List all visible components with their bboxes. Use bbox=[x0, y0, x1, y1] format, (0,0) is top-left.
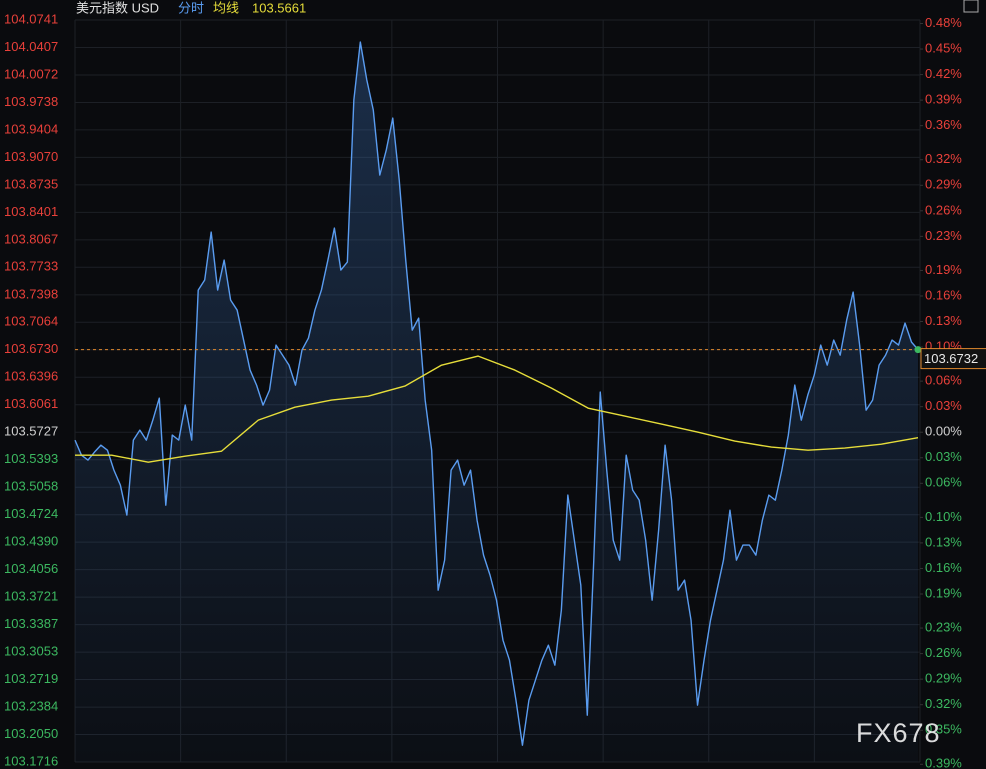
y-tick-label: 103.2719 bbox=[4, 671, 58, 686]
y-tick-label: 104.0741 bbox=[4, 11, 58, 26]
y2-tick-label: 0.32% bbox=[925, 151, 962, 166]
y-tick-label: 103.9070 bbox=[4, 149, 58, 164]
plot bbox=[74, 41, 922, 762]
y-tick-label: 103.1716 bbox=[4, 753, 58, 768]
y-tick-label: 103.5058 bbox=[4, 479, 58, 494]
price-area bbox=[75, 42, 918, 762]
y-tick-label: 104.0407 bbox=[4, 39, 58, 54]
y-tick-label: 103.7398 bbox=[4, 286, 58, 301]
y2-tick-label: 0.19% bbox=[925, 585, 962, 600]
last-price-label: 103.6732 bbox=[924, 351, 978, 366]
y2-tick-label: 0.45% bbox=[925, 40, 962, 55]
last-price-dot bbox=[914, 346, 922, 354]
y2-tick-label: 0.29% bbox=[925, 177, 962, 192]
y-tick-label: 103.2384 bbox=[4, 699, 58, 714]
y2-tick-label: 0.03% bbox=[925, 398, 962, 413]
y2-tick-label: 0.29% bbox=[925, 671, 962, 686]
y2-tick-label: 0.35% bbox=[925, 722, 962, 737]
y2-tick-label: 0.23% bbox=[925, 619, 962, 634]
y-tick-label: 103.8401 bbox=[4, 204, 58, 219]
chart-title: 美元指数 USD bbox=[76, 0, 159, 15]
y-tick-label: 103.6730 bbox=[4, 341, 58, 356]
y2-tick-label: 0.26% bbox=[925, 202, 962, 217]
y2-tick-label: 0.19% bbox=[925, 262, 962, 277]
price-line bbox=[74, 41, 919, 746]
y-tick-label: 103.3387 bbox=[4, 616, 58, 631]
y-tick-label: 103.4724 bbox=[4, 506, 58, 521]
y2-tick-label: 0.39% bbox=[925, 756, 962, 769]
legend-entry: 分时 bbox=[178, 0, 204, 15]
watermark: FX678 bbox=[856, 718, 941, 748]
last-price-box bbox=[920, 348, 986, 370]
y2-tick-label: 0.03% bbox=[925, 449, 962, 464]
y-tick-label: 103.5727 bbox=[4, 424, 58, 439]
y2-tick-label: 0.10% bbox=[925, 509, 962, 524]
y-tick-label: 103.4390 bbox=[4, 534, 58, 549]
y2-tick-label: 0.32% bbox=[925, 696, 962, 711]
y2-tick-label: 0.36% bbox=[925, 117, 962, 132]
y2-tick-label: 0.16% bbox=[925, 287, 962, 302]
y2-tick-label: 0.16% bbox=[925, 560, 962, 575]
y-tick-label: 104.0072 bbox=[4, 66, 58, 81]
y-tick-label: 103.9404 bbox=[4, 121, 58, 136]
y2-tick-label: 0.26% bbox=[925, 645, 962, 660]
y-tick-label: 103.7064 bbox=[4, 314, 58, 329]
y2-tick-label: 0.06% bbox=[925, 475, 962, 490]
y2-tick-label: 0.23% bbox=[925, 228, 962, 243]
y-tick-label: 103.6396 bbox=[4, 369, 58, 384]
y2-tick-label: 0.13% bbox=[925, 313, 962, 328]
y-tick-label: 103.4056 bbox=[4, 561, 58, 576]
y-tick-label: 103.6061 bbox=[4, 396, 58, 411]
y-tick-label: 103.3721 bbox=[4, 589, 58, 604]
y2-tick-label: 0.13% bbox=[925, 534, 962, 549]
y2-tick-label: 0.39% bbox=[925, 92, 962, 107]
legend-entry: 均线 bbox=[213, 0, 239, 15]
y-tick-label: 103.8735 bbox=[4, 176, 58, 191]
y2-tick-label: 0.00% bbox=[925, 424, 962, 439]
labels: 104.0741 104.0407 104.0072 103.9738 103.9404… bbox=[4, 11, 986, 769]
y-tick-label: 103.7733 bbox=[4, 259, 58, 274]
y-tick-label: 103.8067 bbox=[4, 231, 58, 246]
y-tick-label: 103.3053 bbox=[4, 644, 58, 659]
y-tick-label: 103.5393 bbox=[4, 451, 58, 466]
average-line bbox=[75, 355, 919, 463]
y-tick-label: 103.2050 bbox=[4, 726, 58, 741]
y2-tick-label: 0.06% bbox=[925, 373, 962, 388]
y-tick-label: 103.9738 bbox=[4, 94, 58, 109]
y2-tick-label: 0.48% bbox=[925, 15, 962, 30]
y2-tick-label: 0.42% bbox=[925, 66, 962, 81]
toolbar-icon[interactable] bbox=[963, 0, 979, 13]
average-value: 103.5661 bbox=[252, 0, 306, 15]
